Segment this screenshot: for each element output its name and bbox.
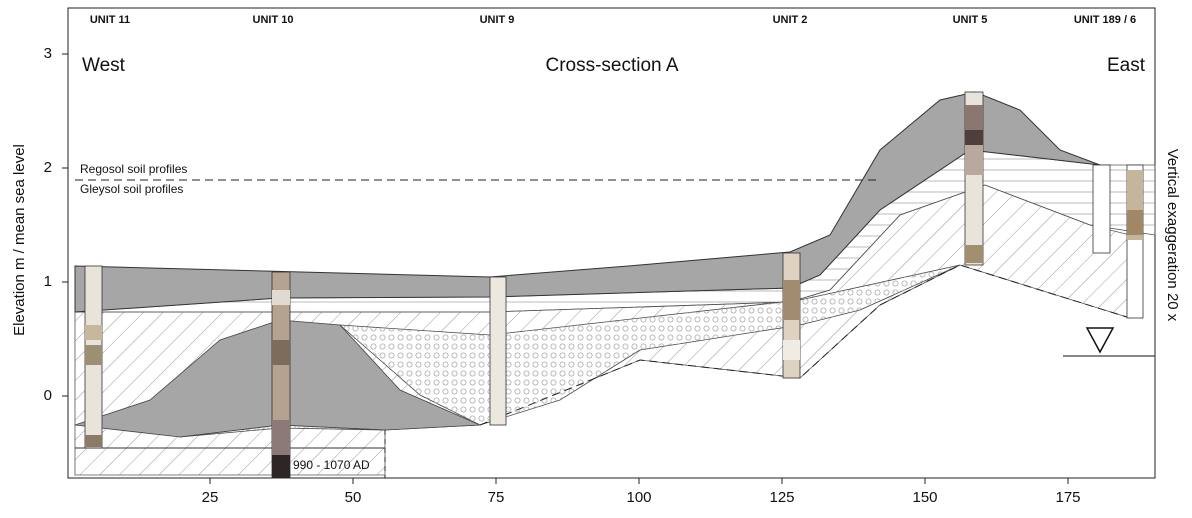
x-tick-label: 175 [1055,489,1080,506]
dashed-boundary [479,264,1131,426]
x-tick-label: 75 [488,489,505,506]
annotation: Vertical exaggeration 20 x [1164,149,1181,322]
x-tick-label: 150 [912,489,937,506]
unit-label: UNIT 5 [953,14,988,26]
unit-label: UNIT 2 [773,14,808,26]
x-tick-label: 100 [626,489,651,506]
x-tick-label: 50 [345,489,362,506]
unit-label: UNIT 10 [253,14,294,26]
x-tick-label: 25 [202,489,219,506]
east-label: East [1107,55,1146,76]
west-label: West [82,55,126,76]
unit-label: UNIT 9 [480,14,515,26]
unit-label: UNIT 189 / 6 [1074,14,1136,26]
water-table [1085,327,1115,354]
annotation: Regosol soil profiles [80,162,187,176]
y-tick-label: 0 [44,387,52,404]
x-tick-label: 125 [769,489,794,506]
unit-label: UNIT 11 [90,14,130,26]
title: Cross-section A [545,55,678,76]
y-axis-label: Elevation m / mean sea level [11,144,28,336]
y-tick-label: 2 [44,159,52,176]
cores [84,91,1144,479]
y-tick-label: 3 [44,45,52,62]
annotation: Gleysol soil profiles [80,182,183,196]
y-tick-label: 1 [44,273,52,290]
annotation: 990 - 1070 AD [293,458,370,472]
